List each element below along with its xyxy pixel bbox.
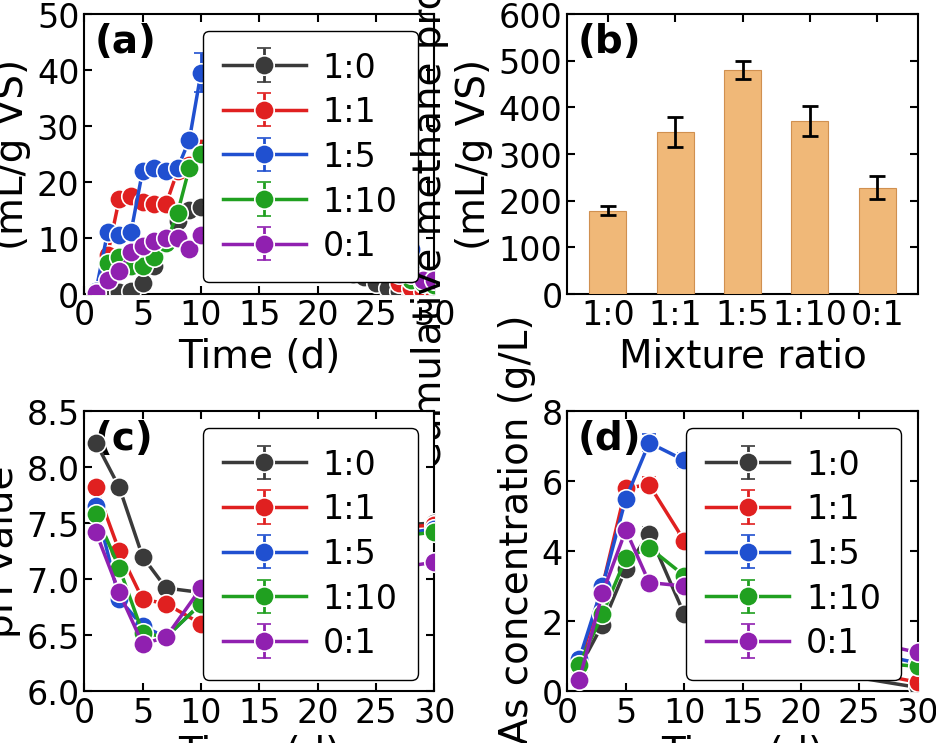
Text: (c): (c): [95, 420, 154, 458]
X-axis label: Time (d): Time (d): [661, 734, 824, 743]
Bar: [656, 132, 694, 294]
Y-axis label: Cumulative methane production
(mL/g VS): Cumulative methane production (mL/g VS): [411, 0, 493, 468]
Text: (a): (a): [95, 23, 156, 61]
X-axis label: Time (d): Time (d): [178, 734, 341, 743]
Bar: [791, 122, 828, 294]
Legend: 1:0, 1:1, 1:5, 1:10, 0:1: 1:0, 1:1, 1:5, 1:10, 0:1: [203, 31, 417, 283]
Text: (d): (d): [578, 420, 641, 458]
X-axis label: Time (d): Time (d): [178, 337, 341, 376]
X-axis label: Mixture ratio: Mixture ratio: [619, 337, 866, 376]
Bar: [589, 211, 626, 294]
Y-axis label: pH value: pH value: [0, 465, 21, 637]
Legend: 1:0, 1:1, 1:5, 1:10, 0:1: 1:0, 1:1, 1:5, 1:10, 0:1: [203, 428, 417, 680]
Bar: [858, 188, 896, 294]
Text: (b): (b): [578, 23, 641, 61]
Y-axis label: Daily methane production
(mL/g VS): Daily methane production (mL/g VS): [0, 0, 31, 406]
Bar: [724, 71, 761, 294]
Legend: 1:0, 1:1, 1:5, 1:10, 0:1: 1:0, 1:1, 1:5, 1:10, 0:1: [686, 428, 900, 680]
Y-axis label: VFAs concentration (g/L): VFAs concentration (g/L): [498, 314, 535, 743]
